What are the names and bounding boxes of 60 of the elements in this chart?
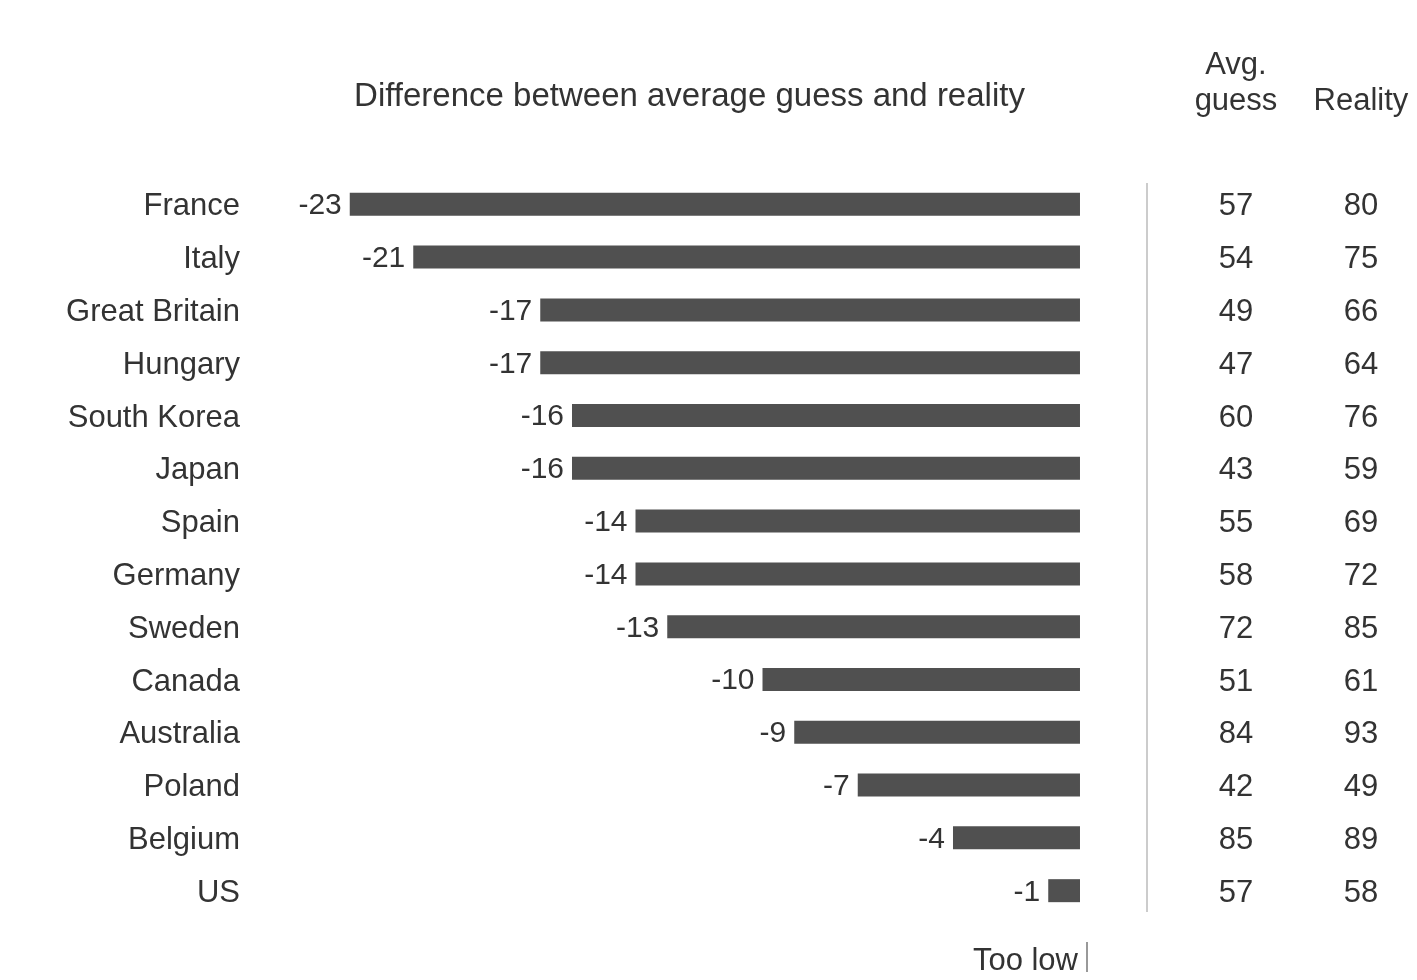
data-label: 85 <box>1218 821 1254 856</box>
data-label: 55 <box>1218 504 1254 540</box>
chart-title: Difference between average guess and reality <box>353 76 1026 114</box>
data-label: 72 <box>1218 609 1254 645</box>
data-label: -14 <box>584 504 628 537</box>
data-label: 66 <box>1343 293 1379 328</box>
data-label: 58 <box>1218 557 1254 592</box>
y-tick-label: Germany <box>112 557 241 592</box>
y-tick-label: Canada <box>131 662 241 698</box>
data-label: 61 <box>1343 662 1379 698</box>
y-tick-label: Spain <box>160 504 241 540</box>
data-label: 54 <box>1218 240 1254 276</box>
data-label: 51 <box>1218 662 1254 698</box>
data-label: 43 <box>1218 451 1254 487</box>
data-label: 76 <box>1343 398 1379 434</box>
y-tick-label: South Korea <box>67 398 241 434</box>
data-label: 64 <box>1343 345 1379 381</box>
x-tick-label: Reality <box>1312 82 1410 118</box>
data-label: -13 <box>615 609 660 643</box>
data-label: -4 <box>918 820 945 854</box>
y-tick-label: US <box>196 873 241 909</box>
data-label: 72 <box>1343 557 1379 592</box>
y-tick-label: Belgium <box>128 820 241 856</box>
data-label: 93 <box>1343 715 1379 751</box>
data-label: -14 <box>584 556 628 590</box>
data-label: 80 <box>1343 187 1379 223</box>
y-tick-label: France <box>143 187 241 223</box>
data-label: 59 <box>1343 451 1379 487</box>
data-label: 58 <box>1343 873 1379 909</box>
data-label: -17 <box>488 345 533 379</box>
text: Too low <box>972 942 1079 974</box>
y-tick-label: Great Britain <box>66 293 241 328</box>
data-label: 85 <box>1343 609 1379 645</box>
data-label: 89 <box>1343 821 1379 856</box>
data-label: 84 <box>1218 715 1254 751</box>
y-tick-label: Italy <box>183 240 241 276</box>
y-tick-label: Japan <box>155 451 241 487</box>
data-label: -10 <box>711 662 755 696</box>
data-label: 49 <box>1343 768 1379 804</box>
data-label: 57 <box>1218 187 1254 223</box>
data-label: -7 <box>823 768 850 801</box>
y-tick-label: Hungary <box>122 345 241 381</box>
data-label: -16 <box>520 451 564 485</box>
data-label: -16 <box>520 398 564 432</box>
x-tick-label: Avg. guess <box>1193 46 1279 118</box>
data-label: -23 <box>298 187 342 221</box>
data-label: -9 <box>759 715 787 749</box>
data-label: 75 <box>1343 240 1379 276</box>
data-label: 69 <box>1343 504 1379 540</box>
data-label: -1 <box>1013 873 1041 907</box>
data-label: 42 <box>1218 768 1254 804</box>
y-tick-label: Sweden <box>128 609 241 645</box>
data-label: 57 <box>1218 873 1254 909</box>
data-label: 60 <box>1218 398 1254 434</box>
data-label: 49 <box>1218 293 1254 328</box>
data-label: -21 <box>361 240 406 273</box>
data-label: 47 <box>1218 345 1254 381</box>
y-tick-label: Poland <box>143 768 241 804</box>
y-tick-label: Australia <box>119 715 241 751</box>
data-label: -17 <box>488 292 533 326</box>
